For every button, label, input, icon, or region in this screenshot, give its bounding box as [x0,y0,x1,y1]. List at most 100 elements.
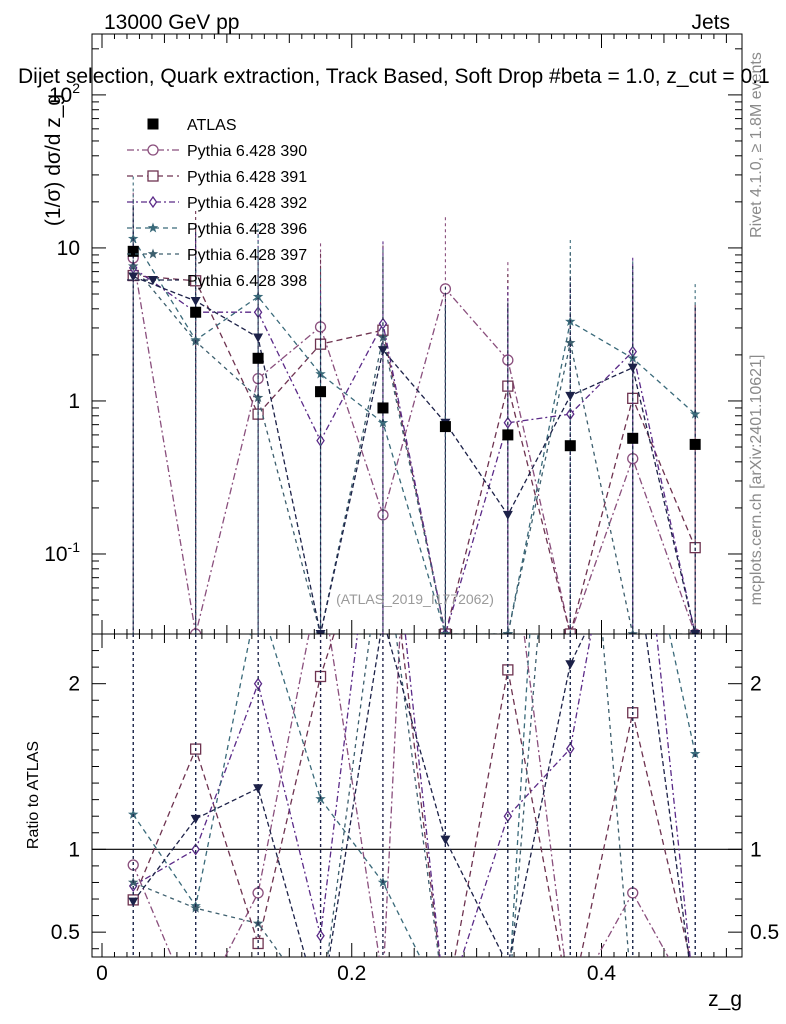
ratio-frame [91,633,743,958]
mcplots-label: mcplots.cern.ch [arXiv:2401.10621] [748,355,765,606]
x-tick-label: 0 [96,962,108,985]
series-point [565,337,576,348]
y-tick-label: 10-1 [44,539,80,566]
legend-label: Pythia 6.428 396 [187,221,307,238]
data-point [564,440,576,452]
y-tick-label: 1 [68,390,80,413]
legend-marker [147,222,159,233]
ratio-point [440,835,451,845]
ratio-tick-label: 0.5 [750,921,779,944]
series-point [565,391,576,401]
series-point [127,260,139,271]
series-point [690,630,701,634]
y-tick-label-exp: 2 [72,80,80,96]
ratio-point [628,1001,638,1011]
ratio-point [190,814,201,824]
series-point [253,333,264,343]
rivet-version-label: Rivet 4.1.0, ≥ 1.8M events [748,52,765,238]
ratio-line [132,634,691,957]
series-point [252,392,264,403]
ratio-tick-label: 2 [68,673,80,696]
data-point [190,306,202,318]
ratio-tick-label: 1 [68,838,80,861]
legend-marker [147,170,159,182]
legend-label: Pythia 6.428 397 [187,247,307,264]
series-point [689,408,701,419]
ratio-point [690,1000,700,1010]
legend-label: Pythia 6.428 398 [187,273,307,290]
series-point [315,630,326,634]
ratio-point [440,1002,450,1012]
series-line [132,267,696,634]
series-point [502,628,514,634]
data-point [627,432,639,444]
y-tick-label: 102 [49,80,80,107]
series-line [132,257,696,634]
x-axis-label: z_g [708,988,742,1011]
ratio-point [503,1001,513,1011]
ratio-point [689,748,701,759]
ratio-point [690,1000,700,1010]
data-point [377,402,389,414]
ratio-point [191,843,200,856]
ratio-point [378,977,388,987]
data-point [127,245,139,257]
series-line [133,274,696,634]
legend-label: ATLAS [187,117,237,134]
analysis-id-label: (ATLAS_2019_I1772062) [336,591,494,607]
ratio-point [442,1003,449,1013]
legend-marker [148,276,158,285]
ratio-line [132,634,670,957]
series-point [377,417,389,428]
main-plot: 10-1 1 10 102 [44,33,743,635]
y-tick-label: 10 [57,237,80,260]
legend-marker [147,144,159,156]
ratio-point [690,1001,700,1010]
ratio-point [316,1007,326,1016]
data-point [689,438,701,450]
plot-title: Dijet selection, Quark extraction, Track… [18,65,770,88]
series-point [627,363,638,373]
series-line [132,265,696,634]
y-axis-label: (1/σ) dσ/d z_g [42,94,65,226]
ratio-plot: 0 0.2 0.4 0.5 0.5 1 1 2 2 [51,633,779,1019]
ratio-point [191,1009,201,1019]
ratio-point [565,660,576,670]
ratio-point [692,1000,699,1010]
legend-label: Pythia 6.428 392 [187,195,307,212]
ratio-line [132,634,690,957]
ratio-point [565,1000,575,1010]
data-point [439,421,451,433]
legend-marker [147,118,159,130]
series-line [132,275,696,634]
main-series-group [127,176,701,634]
legend-label: Pythia 6.428 390 [187,143,307,160]
series-point [627,628,638,634]
ratio-line [132,634,696,957]
data-point [252,352,264,364]
data-point [315,386,327,398]
legend: ATLAS Pythia 6.428 390 Pythia 6.428 391 Pyt… [127,117,307,290]
y-tick-label-exp: -1 [68,539,81,555]
energy-label: 13000 GeV pp [104,11,239,34]
series-point [128,272,139,282]
ratio-point [190,902,201,913]
legend-label: Pythia 6.428 391 [187,169,307,186]
data-point [502,429,514,441]
legend-marker [147,248,159,259]
ratio-tick-label: 2 [750,673,762,696]
ratio-line [132,634,630,957]
ratio-tick-label: 0.5 [51,921,80,944]
ratio-point [127,808,139,819]
series-point [315,368,326,379]
series-point [190,296,201,306]
ratio-point [128,897,139,907]
ratio-point [503,1001,513,1011]
ratio-point [253,784,264,794]
ratio-line [132,634,691,957]
ratio-point [315,1005,325,1015]
ratio-axis-label: Ratio to ATLAS [25,741,42,849]
ratio-point [440,1002,450,1012]
x-tick-label: 0.2 [337,962,366,985]
